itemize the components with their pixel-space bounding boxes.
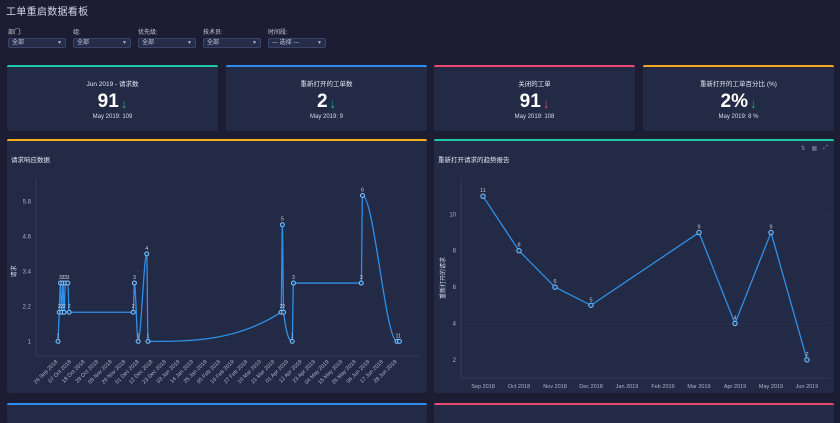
bottom-left-panel [7,403,427,423]
card-previous: May 2019: 8 % [718,114,759,120]
arrow-down-icon: ↓ [749,95,757,111]
technician-select[interactable]: 全部 ▼ [203,38,261,48]
arrow-down-icon: ↓ [120,95,128,111]
filter-label: 部门: [8,30,22,36]
filter-technician: 技术员: 全部 ▼ [203,29,261,48]
group-select[interactable]: 全部 ▼ [73,38,131,48]
kpi-card-closed: 关闭的工单 91 ↓ May 2019: 108 [434,65,635,131]
page-title: 工单重启数据看板 [6,7,89,18]
card-previous: May 2019: 109 [92,114,133,120]
arrow-down-icon: ↓ [329,95,337,111]
request-response-panel: 请求响应数据 [7,139,427,393]
select-value: --- 选择 --- [272,40,300,46]
kpi-card-reopened-percent: 重新打开的工单百分比 (%) 2% ↓ May 2019: 8 % [643,65,834,131]
panel-title: 请求响应数据 [11,157,50,164]
card-title: 重新打开的工单数 [300,81,353,88]
expand-icon[interactable]: ⤢ [823,145,828,151]
filter-priority: 优先级: 全部 ▼ [138,29,196,48]
building-icon[interactable]: ▦ [811,146,818,152]
department-select[interactable]: 全部 ▼ [8,38,66,48]
swap-icon[interactable]: ⇅ [800,146,806,152]
card-value: 2 [316,91,328,112]
card-value: 91 [97,91,119,112]
priority-select[interactable]: 全部 ▼ [138,38,196,48]
select-value: 全部 [207,40,220,46]
card-value: 91 [519,91,541,112]
kpi-card-reopened: 重新打开的工单数 2 ↓ May 2019: 9 [226,65,427,131]
filter-label: 组: [73,30,81,36]
reopened-trend-panel: 重新打开请求的趋势报告 ⇅ ▦ ⤢ [434,139,834,393]
select-value: 全部 [77,40,90,46]
select-value: 全部 [142,40,155,46]
card-title: 关闭的工单 [518,81,551,88]
filter-time-period: 时间段: --- 选择 --- ▼ [268,29,326,48]
arrow-down-icon: ↓ [542,95,550,111]
filter-department: 部门: 全部 ▼ [8,29,66,48]
caret-down-icon: ▼ [57,40,62,46]
caret-down-icon: ▼ [252,40,257,46]
panel-toolbar: ⇅ ▦ ⤢ [800,145,828,152]
caret-down-icon: ▼ [187,40,192,46]
caret-down-icon: ▼ [122,40,127,46]
card-title: Jun 2019 - 请求数 [86,81,139,88]
filter-label: 时间段: [268,30,288,36]
filter-group: 组: 全部 ▼ [73,29,131,48]
card-previous: May 2019: 9 [309,114,344,120]
card-value: 2% [720,91,748,112]
caret-down-icon: ▼ [317,40,322,46]
time-period-select[interactable]: --- 选择 --- ▼ [268,38,326,48]
card-title: 重新打开的工单百分比 (%) [700,81,777,88]
select-value: 全部 [12,40,25,46]
panel-title: 重新打开请求的趋势报告 [438,157,510,164]
bottom-right-panel [434,403,834,423]
card-previous: May 2019: 108 [514,114,555,120]
kpi-card-requests: Jun 2019 - 请求数 91 ↓ May 2019: 109 [7,65,218,131]
filter-label: 技术员: [203,30,223,36]
filter-label: 优先级: [138,30,158,36]
